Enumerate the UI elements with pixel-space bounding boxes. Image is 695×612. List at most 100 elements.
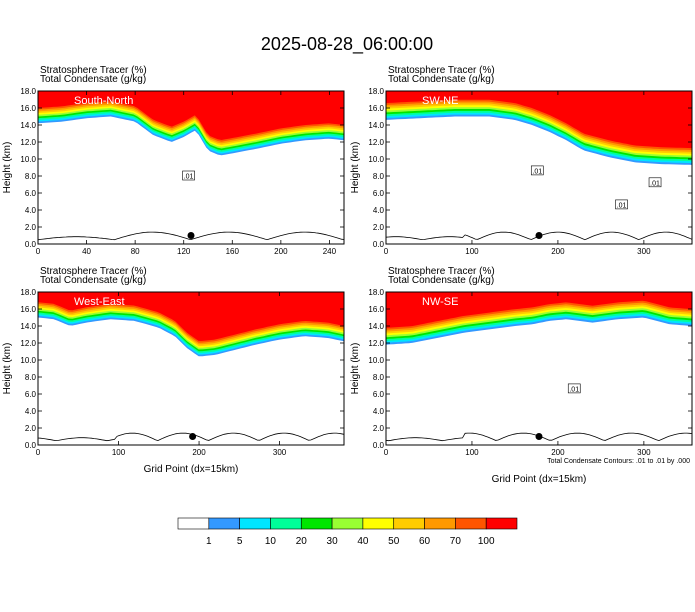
y-tick-label: 16.0 xyxy=(368,104,384,113)
panel-4-xlabel: Grid Point (dx=15km) xyxy=(492,474,587,485)
contour-note: Total Condensate Contours: .01 to .01 by… xyxy=(547,458,690,465)
y-tick-label: 0.0 xyxy=(373,441,385,450)
colorbar-label: 40 xyxy=(357,536,369,547)
x-tick-label: 40 xyxy=(82,247,91,256)
colorbar-swatch xyxy=(239,517,271,530)
y-tick-label: 18.0 xyxy=(20,87,36,96)
colorbar-swatch xyxy=(270,517,302,530)
panel-sw-ne: Stratosphere Tracer (%) Total Condensate… xyxy=(350,65,693,256)
panel-3-title-tracer: Stratosphere Tracer (%) xyxy=(40,266,147,277)
x-tick-label: 160 xyxy=(226,247,240,256)
site-marker xyxy=(189,433,197,440)
plot-frame xyxy=(385,90,693,245)
contour-label: .01 xyxy=(532,168,542,175)
plot-area-3: West-East 0.0 2.0 4.0 6.0 8.0 10.0 12.0 14.0 16.0… xyxy=(2,288,345,457)
y-tick-label: 14.0 xyxy=(20,121,36,130)
x-tick-label: 240 xyxy=(323,247,337,256)
colorbar-swatch xyxy=(424,517,456,530)
y-tick-label: 0.0 xyxy=(25,240,37,249)
plot-frame xyxy=(37,90,345,245)
x-tick-label: 300 xyxy=(637,448,651,457)
y-tick-label: 14.0 xyxy=(368,322,384,331)
contour-label: .01 xyxy=(650,180,660,187)
colorbar-label: 100 xyxy=(478,536,495,547)
x-tick-label: 80 xyxy=(131,247,140,256)
y-tick-label: 12.0 xyxy=(20,138,36,147)
y-axis-label: Height (km) xyxy=(2,343,13,395)
colorbar-swatch xyxy=(177,517,210,530)
colorbar-swatch xyxy=(455,517,487,530)
x-tick-label: 100 xyxy=(112,448,126,457)
y-tick-label: 8.0 xyxy=(373,373,385,382)
y-tick-label: 2.0 xyxy=(373,223,385,232)
colorbar-swatch xyxy=(393,517,425,530)
plot-frame xyxy=(385,291,693,446)
tracer-level-10 xyxy=(38,91,344,140)
tracer-level-10 xyxy=(38,292,344,341)
colorbar-swatch xyxy=(362,517,395,530)
y-tick-label: 14.0 xyxy=(368,121,384,130)
x-tick-label: 200 xyxy=(551,448,565,457)
contour-label: .01 xyxy=(569,386,579,393)
panel-2-title-condensate: Total Condensate (g/kg) xyxy=(388,74,494,85)
y-tick-label: 10.0 xyxy=(20,155,36,164)
y-tick-label: 6.0 xyxy=(373,189,385,198)
plot-area-2: .01 .01 .01 SW-NE 0.0 2.0 4.0 6.0 8.0 10.0 12.0 14.… xyxy=(350,87,693,256)
y-tick-label: 16.0 xyxy=(368,305,384,314)
x-tick-label: 120 xyxy=(177,247,191,256)
y-tick-label: 2.0 xyxy=(25,424,37,433)
colorbar-swatch xyxy=(485,517,518,530)
site-marker xyxy=(187,232,195,239)
y-tick-label: 18.0 xyxy=(368,288,384,297)
panel-4-title-tracer: Stratosphere Tracer (%) xyxy=(388,266,495,277)
y-tick-label: 12.0 xyxy=(368,138,384,147)
colorbar-label: 10 xyxy=(265,536,277,547)
colorbar-label: 1 xyxy=(206,536,212,547)
figure-title: 2025-08-28_06:00:00 xyxy=(261,34,433,55)
colorbar-label: 50 xyxy=(388,536,400,547)
panel-tag-1: South-North xyxy=(74,95,133,107)
y-tick-label: 10.0 xyxy=(368,356,384,365)
y-axis-label: Height (km) xyxy=(350,142,361,194)
y-tick-label: 2.0 xyxy=(25,223,37,232)
colorbar-label: 60 xyxy=(419,536,431,547)
y-tick-label: 12.0 xyxy=(368,339,384,348)
y-tick-label: 0.0 xyxy=(373,240,385,249)
y-tick-label: 14.0 xyxy=(20,322,36,331)
tracer-level-10 xyxy=(386,91,692,149)
y-tick-label: 4.0 xyxy=(25,407,37,416)
y-tick-label: 10.0 xyxy=(20,356,36,365)
panel-2-title-tracer: Stratosphere Tracer (%) xyxy=(388,65,495,76)
x-tick-label: 200 xyxy=(192,448,206,457)
contour-label-box xyxy=(615,199,628,210)
x-tick-label: 0 xyxy=(36,448,41,457)
colorbar-label: 5 xyxy=(237,536,243,547)
plot-area-1: .01 South-North 0.0 2.0 4.0 6.0 8.0 10.0 12.0 14.… xyxy=(2,87,345,256)
x-tick-label: 100 xyxy=(465,247,479,256)
site-marker xyxy=(535,433,543,440)
contour-label-box xyxy=(567,383,581,394)
colorbar-label: 70 xyxy=(450,536,462,547)
y-tick-label: 4.0 xyxy=(373,407,385,416)
colorbar-swatch xyxy=(208,517,240,530)
y-tick-label: 18.0 xyxy=(368,87,384,96)
plot-area-4: .01 NW-SE 0.0 2.0 4.0 6.0 8.0 10.0 12.0 14.0 16.0 1… xyxy=(350,288,693,457)
contour-label-box xyxy=(530,165,544,176)
colorbar: 1 5 10 20 30 40 50 60 70 100 xyxy=(177,517,518,547)
terrain-line xyxy=(38,231,344,241)
tracer-level-10 xyxy=(386,292,692,328)
panel-1-title-tracer: Stratosphere Tracer (%) xyxy=(40,65,147,76)
x-tick-label: 100 xyxy=(465,448,479,457)
colorbar-label: 20 xyxy=(296,536,308,547)
site-marker xyxy=(535,232,543,239)
panel-tag-2: SW-NE xyxy=(422,95,458,107)
y-tick-label: 18.0 xyxy=(20,288,36,297)
panel-south-north: Stratosphere Tracer (%) Total Condensate… xyxy=(2,65,345,256)
y-tick-label: 8.0 xyxy=(373,172,385,181)
y-tick-label: 16.0 xyxy=(20,104,36,113)
y-tick-label: 8.0 xyxy=(25,373,37,382)
panel-west-east: Stratosphere Tracer (%) Total Condensate… xyxy=(2,266,345,475)
y-tick-label: 4.0 xyxy=(373,206,385,215)
y-tick-label: 12.0 xyxy=(20,339,36,348)
x-tick-label: 300 xyxy=(637,247,651,256)
